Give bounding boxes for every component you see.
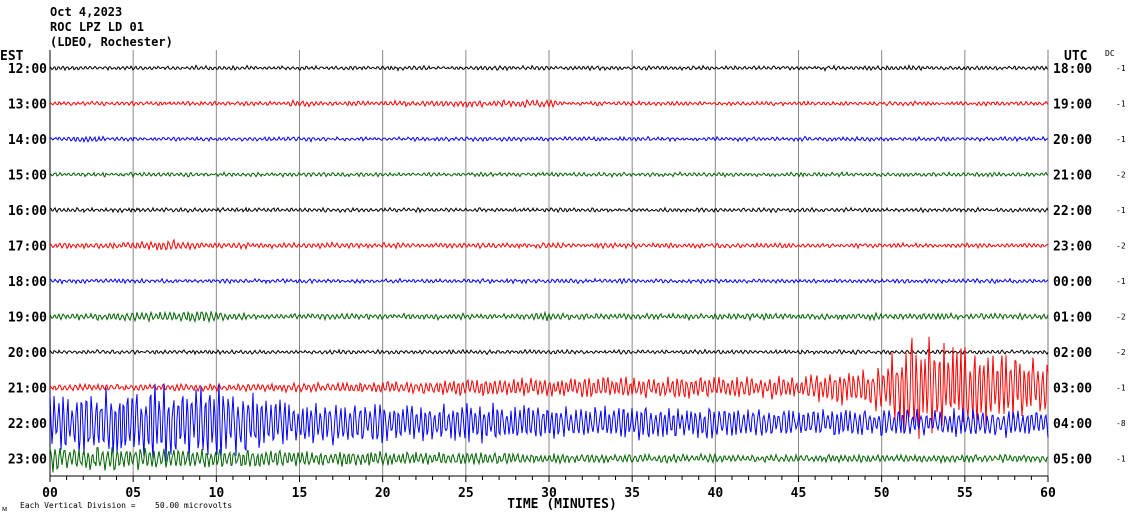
trace-2200	[49, 383, 1049, 462]
x-tick-label: 30	[541, 486, 557, 501]
scale-value: 50.00 microvolts	[155, 501, 232, 510]
est-axis-title: EST	[0, 49, 24, 64]
x-tick-label: 20	[375, 486, 391, 501]
x-tick-label: 05	[125, 486, 141, 501]
utc-label: 00:00	[1053, 275, 1092, 290]
est-label: 20:00	[8, 346, 47, 361]
x-tick-label: 15	[292, 486, 308, 501]
grid	[49, 50, 1049, 476]
est-label: 15:00	[8, 169, 47, 184]
x-tick-label: 45	[791, 486, 807, 501]
x-tick-label: 55	[957, 486, 973, 501]
row-labels: 12:00 18:00 -1 13:00 19:00 -1 14:00 20:00 -1 15:0…	[8, 62, 1126, 468]
trace-1200	[49, 64, 1049, 72]
est-label: 19:00	[8, 311, 47, 326]
utc-label: 04:00	[1053, 417, 1092, 432]
utc-label: 02:00	[1053, 346, 1092, 361]
est-label: 21:00	[8, 382, 47, 397]
est-label: 18:00	[8, 275, 47, 290]
utc-label: 03:00	[1053, 382, 1092, 397]
header-network: (LDEO, Rochester)	[50, 35, 173, 49]
traces	[49, 64, 1049, 473]
trace-1700	[49, 238, 1049, 252]
trace-1500	[49, 170, 1049, 179]
x-axis: 00 05 10 15 20 25 30 35 40 45 50 55 60	[42, 475, 1056, 501]
dc-value: -1	[1116, 206, 1126, 215]
trace-1800	[49, 277, 1049, 286]
x-axis-label: TIME (MINUTES)	[507, 497, 617, 512]
dc-value: -2	[1116, 313, 1126, 322]
est-label: 17:00	[8, 240, 47, 255]
trace-1900	[49, 310, 1049, 324]
utc-label: 05:00	[1053, 453, 1092, 468]
utc-label: 21:00	[1053, 169, 1092, 184]
trace-2100	[49, 336, 1049, 439]
est-label: 16:00	[8, 204, 47, 219]
dc-value: -1	[1116, 64, 1126, 73]
x-tick-label: 10	[209, 486, 225, 501]
header-date: Oct 4,2023	[50, 5, 122, 19]
dc-value: -1	[1116, 135, 1126, 144]
est-label: 22:00	[8, 417, 47, 432]
x-tick-label: 00	[42, 486, 58, 501]
trace-1300	[50, 98, 1049, 109]
dc-value: -1	[1116, 455, 1126, 464]
utc-axis-title: UTC	[1064, 49, 1087, 64]
dc-title: DC	[1105, 49, 1115, 58]
est-label: 13:00	[8, 98, 47, 113]
utc-label: 23:00	[1053, 240, 1092, 255]
utc-label: 22:00	[1053, 204, 1092, 219]
utc-label: 20:00	[1053, 133, 1092, 148]
header-station: ROC LPZ LD 01	[50, 20, 144, 34]
utc-label: 18:00	[1053, 62, 1092, 77]
x-tick-label: 60	[1040, 486, 1056, 501]
est-label: 12:00	[8, 62, 47, 77]
x-tick-label: 35	[624, 486, 640, 501]
trace-1600	[49, 206, 1049, 214]
est-label: 14:00	[8, 133, 47, 148]
dc-value: -1	[1116, 277, 1126, 286]
corner-mark: ᴍ	[2, 504, 7, 513]
utc-label: 19:00	[1053, 98, 1092, 113]
x-tick-label: 40	[708, 486, 724, 501]
trace-2000	[49, 348, 1049, 356]
dc-value: -2	[1116, 171, 1126, 180]
dc-value: -1	[1116, 100, 1126, 109]
dc-value: -2	[1116, 242, 1126, 251]
dc-value: -1	[1116, 384, 1126, 393]
utc-label: 01:00	[1053, 311, 1092, 326]
dc-value: -2	[1116, 348, 1126, 357]
x-tick-label: 50	[874, 486, 890, 501]
scale-note: Each Vertical Division =	[20, 501, 136, 510]
dc-value: -8	[1116, 419, 1126, 428]
trace-1400	[49, 135, 1049, 144]
x-tick-label: 25	[458, 486, 474, 501]
est-label: 23:00	[8, 453, 47, 468]
trace-2300	[49, 446, 1049, 473]
